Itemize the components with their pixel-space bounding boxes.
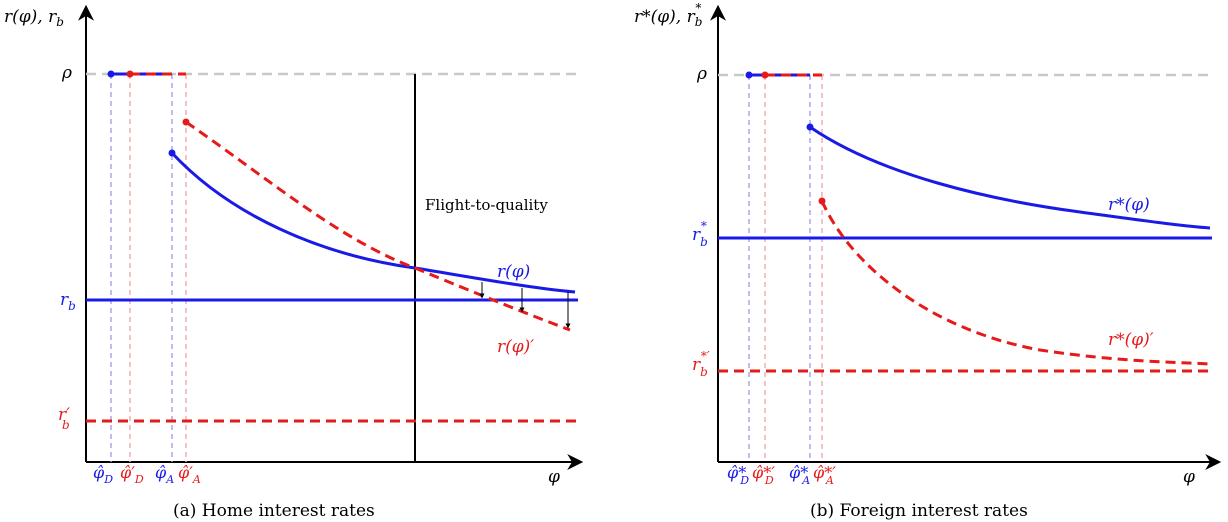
panel-b-rbp-label: rb*′: [692, 349, 710, 379]
panel-a-dot-curve-blue-start: [168, 149, 176, 157]
panel-b-dot-curve-blue-start: [806, 123, 814, 131]
panel-b-tick-phi-Ap: φ̂*′A: [813, 463, 836, 487]
panel-b-dot-phi-Dp: [761, 71, 769, 79]
panel-a-dot-curve-red-start: [182, 118, 190, 126]
panel-b-rho-label: ρ: [696, 64, 707, 84]
panel-a-y-axis-label: r(φ), rb: [4, 7, 64, 29]
panel-a-tick-phi-Dp: φ̂′D: [120, 463, 144, 486]
panel-b-tick-phi-Dp: φ̂*′D: [752, 463, 775, 487]
panel-b: r*(φ), rb* ρ rb* rb*′ r*(φ) r*(φ)′ φ φ̂*…: [634, 1, 1222, 521]
panel-b-tick-phi-D: φ̂*D: [727, 463, 749, 487]
panel-a-tick-phi-D: φ̂D: [93, 463, 113, 486]
panel-a-tick-phi-Ap: φ̂′A: [178, 463, 201, 486]
panel-b-curve-blue: [809, 125, 1211, 230]
panel-a-x-axis-label: φ: [548, 467, 560, 487]
panel-a-curve-blue: [170, 151, 576, 294]
panel-a-caption: (a) Home interest rates: [173, 501, 375, 521]
panel-b-curve-red: [820, 200, 1211, 366]
panel-b-caption: (b) Foreign interest rates: [810, 501, 1028, 521]
panel-b-tick-phi-A: φ̂*A: [789, 463, 810, 487]
panel-b-rb-label: rb*: [692, 219, 708, 249]
panel-b-curve-blue-label: r*(φ): [1108, 195, 1150, 215]
panel-a-rb-label: rb: [60, 290, 76, 313]
panel-b-x-axis-label: φ: [1183, 467, 1195, 487]
panel-b-dot-curve-red-start: [818, 197, 826, 205]
panel-a-dot-phi-D: [107, 70, 115, 78]
panel-a-rho-label: ρ: [61, 63, 72, 83]
panel-a-flight-label: Flight-to-quality: [425, 196, 548, 214]
panel-a-dot-phi-Dp: [126, 70, 134, 78]
panel-a-rbp-label: r′b: [58, 405, 70, 432]
panel-a-curve-blue-label: r(φ): [497, 262, 530, 282]
panel-a-curve-red-label: r(φ)′: [497, 337, 534, 357]
panel-b-curve-red-label: r*(φ)′: [1108, 330, 1154, 350]
panel-b-y-axis-label: r*(φ), rb*: [634, 1, 702, 29]
panel-a: r(φ), rb ρ rb r′b Flight-to-quality r(φ)…: [4, 4, 584, 521]
panel-a-tick-phi-A: φ̂A: [155, 463, 174, 486]
panel-b-dot-phi-D: [745, 71, 753, 79]
